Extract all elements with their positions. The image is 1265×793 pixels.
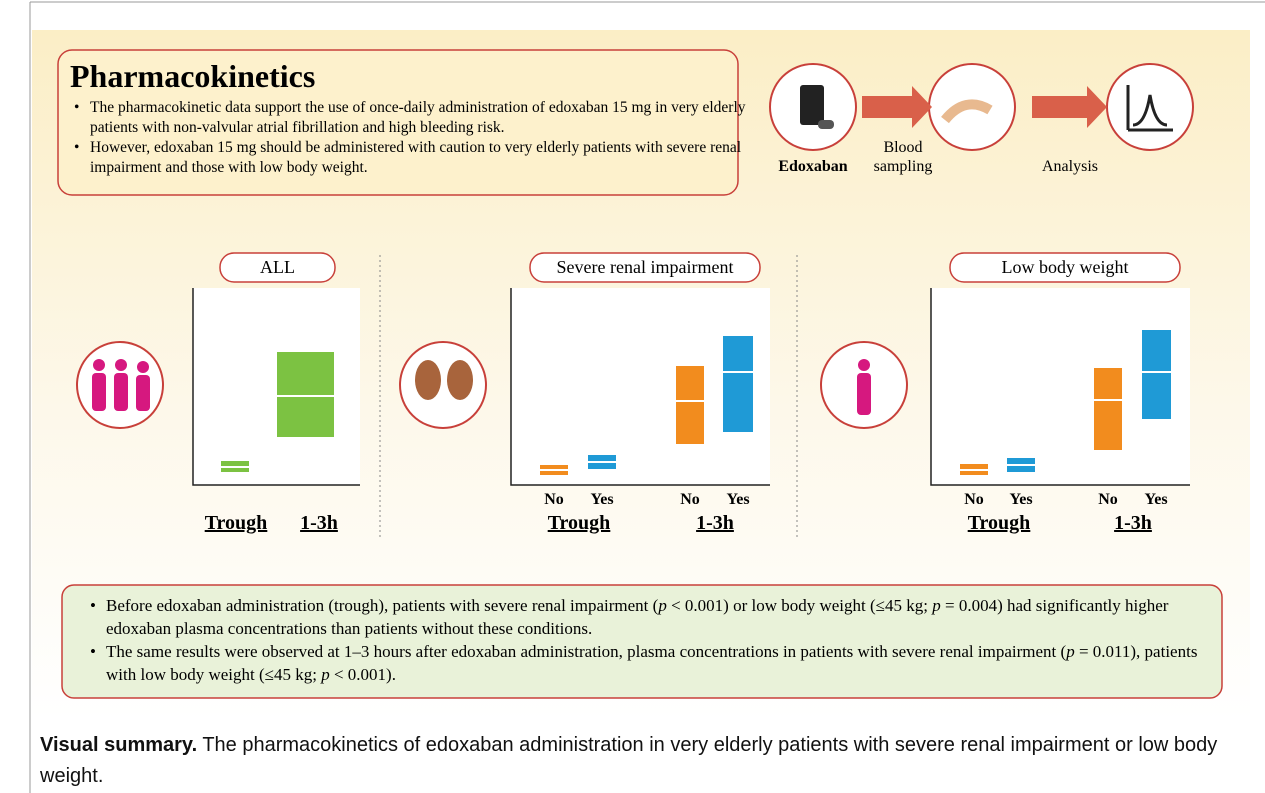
bullet: The pharmacokinetic data support the use… (90, 98, 750, 138)
flow-label: Edoxaban (773, 158, 853, 176)
group-label: No (1088, 491, 1128, 509)
bottle (800, 85, 824, 125)
x-label: 1-3h (665, 512, 765, 535)
kidney (447, 360, 473, 400)
kidney-icon (400, 342, 486, 428)
text: < 0.001) or low body weight (≤45 kg; (667, 596, 932, 615)
panel-label: Low body weight (950, 253, 1180, 282)
elder-2 (114, 373, 128, 411)
group-label: No (954, 491, 994, 509)
p-symbol: p (932, 596, 941, 615)
group-label: Yes (718, 491, 758, 509)
flow-label: Blood sampling (873, 138, 933, 176)
text: Before edoxaban administration (trough),… (106, 596, 658, 615)
x-label: Trough (949, 512, 1049, 535)
elder-1 (92, 373, 106, 411)
caption-text: The pharmacokinetics of edoxaban adminis… (40, 734, 1217, 787)
x-label: 1-3h (1083, 512, 1183, 535)
analysis-icon (1107, 64, 1193, 150)
findings-list: Before edoxaban administration (trough),… (88, 594, 1231, 686)
p-symbol: p (658, 596, 667, 615)
elder-3 (136, 375, 150, 411)
text: < 0.001). (330, 665, 396, 684)
panel-label: Severe renal impairment (530, 253, 760, 282)
title: Pharmacokinetics (70, 58, 315, 95)
box (723, 336, 753, 432)
summary-list: The pharmacokinetic data support the use… (72, 98, 750, 178)
pill (818, 120, 834, 129)
person (857, 373, 871, 415)
caption-lead: Visual summary. (40, 734, 197, 756)
p-symbol: p (1066, 642, 1075, 661)
box (277, 352, 334, 437)
panel-label: ALL (220, 253, 335, 282)
group-label: Yes (582, 491, 622, 509)
x-label: Trough (529, 512, 629, 535)
x-label: 1-3h (269, 512, 369, 535)
group-label: No (534, 491, 574, 509)
finding: The same results were observed at 1–3 ho… (106, 640, 1231, 686)
p-symbol: p (321, 665, 330, 684)
text: The same results were observed at 1–3 ho… (106, 642, 1066, 661)
caption: Visual summary. The pharmacokinetics of … (40, 730, 1255, 792)
finding: Before edoxaban administration (trough),… (106, 594, 1231, 640)
group-label: Yes (1136, 491, 1176, 509)
page: Pharmacokinetics The pharmacokinetic dat… (0, 0, 1265, 793)
box (1094, 368, 1122, 450)
bullet: However, edoxaban 15 mg should be admini… (90, 138, 750, 178)
group-label: No (670, 491, 710, 509)
kidney (415, 360, 441, 400)
group-label: Yes (1001, 491, 1041, 509)
plot-area (193, 288, 360, 485)
flow-label: Analysis (1030, 158, 1110, 176)
box (1142, 330, 1171, 419)
box (676, 366, 704, 444)
